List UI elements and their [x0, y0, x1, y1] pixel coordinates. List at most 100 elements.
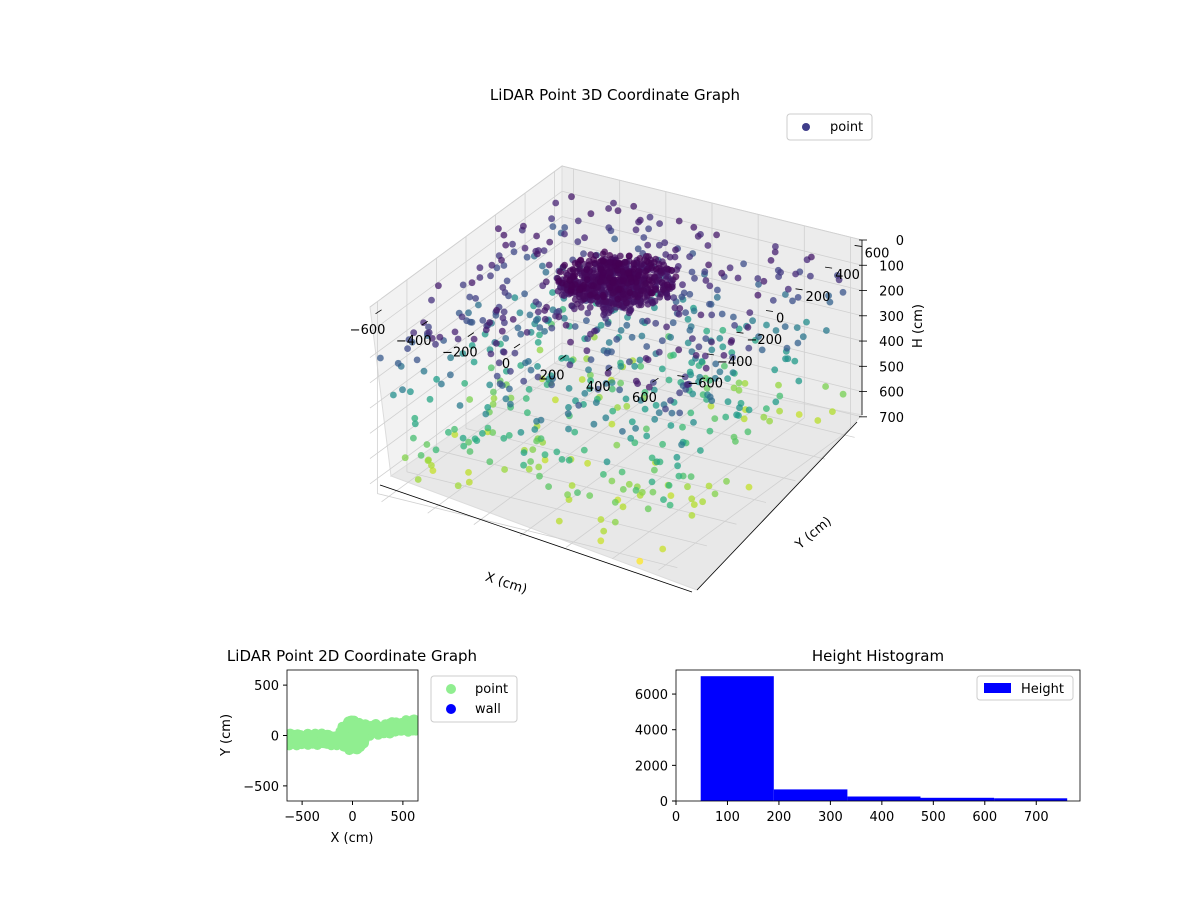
data-point-3d [587, 210, 595, 218]
data-point-3d [769, 297, 777, 304]
data-point-3d [668, 266, 675, 274]
data-point-3d [676, 305, 684, 312]
grid-line [369, 190, 563, 333]
data-point-3d [741, 380, 749, 387]
data-point-3d [604, 320, 612, 327]
data-point-3d [777, 269, 784, 276]
z-tick-label-3d: 700 [879, 411, 904, 426]
data-point-3d [536, 472, 543, 480]
data-point-3d [556, 268, 564, 276]
data-point-3d [637, 261, 645, 269]
grid-line [377, 493, 678, 568]
data-point-3d [617, 363, 625, 370]
data-point-3d [719, 343, 727, 351]
data-point-3d [626, 289, 634, 296]
data-point-3d [543, 303, 550, 311]
y-tick-label-hist: 4000 [635, 724, 668, 739]
data-point-3d [692, 352, 700, 359]
data-point-3d [602, 380, 610, 387]
data-point-3d [520, 449, 528, 456]
data-point-3d [772, 327, 780, 334]
histogram-bar [700, 676, 774, 801]
data-point-3d [724, 398, 732, 406]
z-axis-label-3d: H (cm) [911, 304, 926, 348]
data-point-3d [465, 478, 473, 486]
legend-3d-marker [802, 123, 810, 131]
data-point-3d [794, 294, 802, 301]
data-point-3d [495, 225, 502, 233]
data-point-3d [655, 348, 663, 356]
data-point-3d [466, 448, 474, 455]
data-point-3d [682, 309, 689, 316]
data-point-3d [808, 253, 815, 261]
y-tick-3d [854, 245, 862, 247]
histogram-bar [773, 789, 848, 801]
data-point-3d [617, 327, 625, 334]
grid-line [369, 317, 563, 459]
data-point-3d [606, 284, 614, 291]
data-point-3d [763, 321, 770, 329]
data-point-3d [639, 317, 646, 325]
data-point-3d [599, 257, 607, 265]
data-point-3d [733, 411, 740, 419]
data-point-3d [627, 434, 635, 442]
data-point-3d [587, 297, 594, 304]
data-point-3d [676, 409, 684, 417]
data-point-3d [609, 279, 617, 287]
data-point-3d [637, 362, 645, 370]
data-point-3d [414, 476, 422, 483]
legend-2d-wall-label: wall [475, 702, 501, 717]
data-point-3d [479, 430, 486, 437]
data-point-3d [706, 282, 714, 290]
data-point-3d [580, 292, 587, 300]
data-point-3d [476, 264, 484, 272]
data-point-3d [672, 273, 680, 281]
data-point-3d [724, 375, 731, 382]
data-point-3d [472, 295, 479, 302]
data-point-3d [459, 281, 467, 289]
data-point-3d [493, 340, 500, 347]
data-point-3d [604, 369, 612, 377]
data-point-3d [507, 400, 514, 408]
data-point-3d [650, 259, 658, 266]
data-point-3d [613, 335, 621, 343]
data-point-3d [694, 232, 702, 240]
data-point-3d [705, 261, 712, 269]
data-point-3d [470, 358, 478, 366]
data-point-3d [794, 339, 802, 347]
data-point-3d [564, 491, 571, 499]
data-point-3d [714, 286, 721, 294]
data-point-3d [631, 439, 639, 447]
data-point-3d [587, 356, 595, 363]
data-point-3d [673, 453, 681, 461]
data-point-3d [571, 323, 579, 330]
data-point-3d [635, 272, 642, 279]
data-point-3d [549, 223, 557, 231]
ticks-hist: 0 100 200 300 400 500 600 700 0 2000 4000 6000 [635, 688, 1049, 825]
data-point-3d [600, 471, 607, 478]
data-point-3d [782, 291, 789, 298]
data-point-3d [632, 425, 639, 432]
histogram-bar [994, 798, 1068, 801]
data-point-3d [642, 268, 650, 275]
data-point-3d [726, 264, 734, 272]
data-point-3d [465, 309, 472, 317]
legend-3d: point [786, 113, 873, 141]
data-point-3d [825, 292, 832, 300]
plot-area-hist [675, 669, 1081, 802]
data-point-3d [521, 290, 528, 298]
data-point-3d [527, 366, 535, 374]
data-point-3d [587, 251, 595, 258]
y-tick-label-3d: 600 [865, 246, 890, 261]
data-point-3d [775, 381, 782, 389]
data-point-3d [432, 446, 440, 454]
data-point-3d [644, 317, 651, 325]
data-point-3d [506, 385, 513, 393]
data-point-3d [795, 411, 803, 418]
data-point-3d [688, 512, 696, 519]
data-point-3d [662, 405, 669, 413]
data-point-3d [636, 255, 644, 262]
data-point-3d [679, 281, 686, 289]
data-point-3d [641, 388, 649, 396]
data-point-3d [609, 289, 617, 297]
